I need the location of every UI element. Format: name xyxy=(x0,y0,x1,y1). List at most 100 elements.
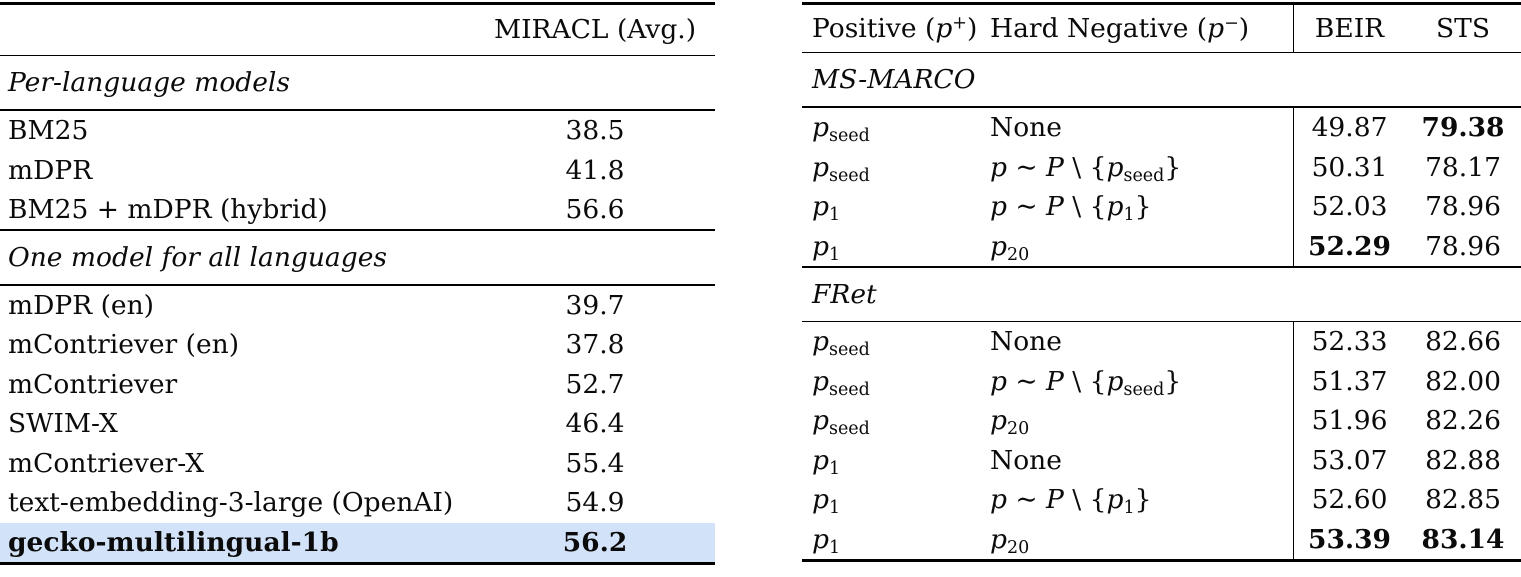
model-name-cell: SWIM-X xyxy=(8,408,118,440)
sts-score-cell: 82.85 xyxy=(1425,484,1501,516)
model-name-cell: BM25 + mDPR (hybrid) xyxy=(8,194,328,226)
positive-cell: p1 xyxy=(812,191,841,226)
divider-rule xyxy=(802,265,1521,268)
table-row: mDPR 41.8 xyxy=(0,150,715,190)
hard-negative-cell: p20 xyxy=(990,230,1030,265)
table-row: p1 p ∼ P \ {p1} 52.03 78.96 xyxy=(802,186,1521,227)
divider-rule xyxy=(0,284,715,286)
table-row: mContriever-X 55.4 xyxy=(0,444,715,484)
hard-negative-cell: None xyxy=(990,326,1062,358)
beir-score-cell: 52.60 xyxy=(1293,480,1405,520)
beir-score-cell: 51.96 xyxy=(1293,401,1405,441)
table-row-gecko-highlight: gecko-multilingual-1b 56.2 xyxy=(0,522,715,563)
table-row: pseed None 49.87 79.38 xyxy=(802,107,1521,148)
hard-negative-cell: p ∼ P \ {p1} xyxy=(990,191,1152,226)
divider-rule xyxy=(802,51,1521,54)
bottom-rule xyxy=(802,559,1521,562)
beir-header: BEIR xyxy=(1293,4,1405,52)
top-rule xyxy=(802,2,1521,5)
positive-cell: pseed xyxy=(812,326,870,361)
table-row: pseed None 52.33 82.66 xyxy=(802,322,1521,362)
model-name-cell: gecko-multilingual-1b xyxy=(8,526,339,558)
model-name-cell: mContriever (en) xyxy=(8,329,240,361)
positive-cell: p1 xyxy=(812,484,841,519)
hard-negative-cell: p20 xyxy=(990,523,1030,558)
miracl-score-cell: 37.8 xyxy=(565,329,625,361)
positive-cell: p1 xyxy=(812,523,841,558)
beir-score-cell: 51.37 xyxy=(1293,361,1405,402)
miracl-table: MIRACL (Avg.) Per-language models BM25 3… xyxy=(0,2,715,565)
bottom-rule xyxy=(0,562,715,565)
sts-score-cell: 78.96 xyxy=(1425,191,1501,223)
divider-rule xyxy=(0,54,715,57)
beir-score-cell: 53.07 xyxy=(1293,440,1405,481)
top-rule xyxy=(0,2,715,5)
table-row: text-embedding-3-large (OpenAI) 54.9 xyxy=(0,483,715,523)
sts-score-cell: 83.14 xyxy=(1421,523,1505,555)
positive-header: Positive (p+) xyxy=(812,12,978,44)
sts-score-cell: 82.26 xyxy=(1425,405,1501,437)
ablation-header-row: Positive (p+) Hard Negative (p−) BEIR ST… xyxy=(802,4,1521,52)
model-name-cell: mDPR (en) xyxy=(8,289,155,321)
table-row: p1 p20 53.39 83.14 xyxy=(802,519,1521,560)
miracl-score-cell: 54.9 xyxy=(565,487,625,519)
hard-negative-cell: p ∼ P \ {pseed} xyxy=(990,365,1182,400)
section-title-fret: FRet xyxy=(812,278,877,310)
model-name-cell: mContriever xyxy=(8,368,178,400)
beir-score-cell: 52.29 xyxy=(1293,226,1405,266)
section-title-ms-marco: MS-MARCO xyxy=(812,64,976,96)
table-row: mDPR (en) 39.7 xyxy=(0,286,715,326)
beir-score-cell: 53.39 xyxy=(1293,519,1405,560)
table-row: SWIM-X 46.4 xyxy=(0,404,715,444)
positive-cell: pseed xyxy=(812,112,870,147)
beir-score-cell: 52.03 xyxy=(1293,186,1405,227)
divider-rule xyxy=(802,320,1521,323)
hard-negative-header: Hard Negative (p−) xyxy=(990,12,1250,44)
sts-score-cell: 78.96 xyxy=(1425,230,1501,262)
table-row: p1 None 53.07 82.88 xyxy=(802,440,1521,481)
beir-score-cell: 50.31 xyxy=(1293,147,1405,187)
sts-score-cell: 79.38 xyxy=(1421,112,1505,144)
positive-cell: pseed xyxy=(812,365,870,400)
table-row: BM25 + mDPR (hybrid) 56.6 xyxy=(0,190,715,230)
miracl-score-cell: 52.7 xyxy=(565,368,625,400)
divider-rule xyxy=(802,106,1521,108)
positive-cell: p1 xyxy=(812,230,841,265)
sts-score-cell: 82.66 xyxy=(1425,326,1501,358)
table-row: p1 p ∼ P \ {p1} 52.60 82.85 xyxy=(802,480,1521,520)
miracl-score-cell: 56.6 xyxy=(565,194,625,226)
miracl-header-row: MIRACL (Avg.) xyxy=(0,5,715,55)
hard-negative-cell: p ∼ P \ {pseed} xyxy=(990,151,1182,186)
miracl-score-cell: 46.4 xyxy=(565,408,625,440)
model-name-cell: mDPR xyxy=(8,154,93,186)
miracl-score-cell: 55.4 xyxy=(565,447,625,479)
model-name-cell: BM25 xyxy=(8,115,89,147)
miracl-avg-header: MIRACL (Avg.) xyxy=(493,14,697,46)
miracl-score-cell: 39.7 xyxy=(565,289,625,321)
section-title-per-language-models: Per-language models xyxy=(8,67,290,99)
divider-rule xyxy=(0,229,715,232)
beir-score-cell: 52.33 xyxy=(1293,322,1405,362)
divider-rule xyxy=(0,109,715,111)
sts-score-cell: 82.00 xyxy=(1425,365,1501,397)
hard-negative-cell: None xyxy=(990,112,1062,144)
table-row: pseed p ∼ P \ {pseed} 50.31 78.17 xyxy=(802,147,1521,187)
hard-negative-table: Positive (p+) Hard Negative (p−) BEIR ST… xyxy=(802,2,1521,562)
table-row: mContriever 52.7 xyxy=(0,365,715,405)
positive-cell: pseed xyxy=(812,405,870,440)
sts-score-cell: 78.17 xyxy=(1425,151,1501,183)
section-title-one-model-all-languages: One model for all languages xyxy=(8,242,387,274)
hard-negative-cell: None xyxy=(990,444,1062,476)
table-row: p1 p20 52.29 78.96 xyxy=(802,226,1521,266)
miracl-score-cell: 41.8 xyxy=(565,154,625,186)
table-row: pseed p20 51.96 82.26 xyxy=(802,401,1521,441)
sts-header: STS xyxy=(1436,12,1490,44)
hard-negative-cell: p20 xyxy=(990,405,1030,440)
beir-score-cell: 49.87 xyxy=(1293,107,1405,148)
table-row: mContriever (en) 37.8 xyxy=(0,325,715,365)
model-name-cell: text-embedding-3-large (OpenAI) xyxy=(8,487,454,519)
miracl-score-cell: 38.5 xyxy=(565,115,625,147)
positive-cell: p1 xyxy=(812,444,841,479)
miracl-score-cell: 56.2 xyxy=(562,526,628,558)
